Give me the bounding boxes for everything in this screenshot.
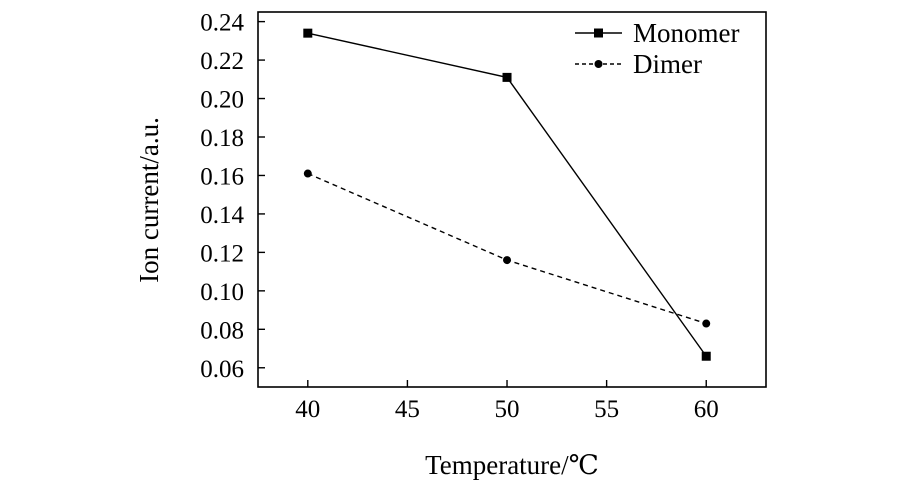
y-tick-label: 0.12	[200, 240, 244, 267]
dimer-series-line	[307, 172, 707, 325]
legend-marker-monomer	[594, 28, 603, 38]
x-tick-label: 55	[594, 396, 619, 423]
legend-label-dimer: Dimer	[633, 49, 702, 79]
y-tick-label: 0.22	[200, 48, 244, 75]
monomer-data-point	[303, 28, 313, 38]
y-tick-label: 0.14	[200, 202, 244, 229]
y-tick-label: 0.20	[200, 87, 244, 114]
x-tick-label: 40	[295, 396, 320, 423]
plot-frame	[257, 11, 767, 388]
y-tick-label: 0.10	[200, 279, 244, 306]
monomer-data-point	[701, 351, 711, 361]
legend-label-monomer: Monomer	[633, 18, 739, 48]
dimer-data-point	[503, 256, 512, 265]
legend-marker-dimer	[594, 60, 603, 68]
y-tick-label: 0.16	[200, 163, 244, 190]
x-tick-label: 60	[694, 396, 719, 423]
dimer-data-point	[303, 169, 312, 178]
y-tick-label: 0.08	[200, 317, 244, 344]
y-tick-label: 0.06	[200, 356, 244, 383]
x-axis-title: Temperature/℃	[425, 450, 599, 480]
y-axis-ticks: 0.06 0.08 0.10 0.12 0.14 0.16 0.18 0.20 0.22 0.24	[200, 10, 265, 383]
x-axis-ticks: 40 45 50 55 60	[295, 380, 719, 423]
y-axis-title: Ion current/a.u.	[134, 117, 164, 283]
dimer-data-point	[702, 319, 711, 328]
x-tick-label: 50	[495, 396, 520, 423]
y-tick-label: 0.18	[200, 125, 244, 152]
monomer-data-point	[502, 72, 512, 82]
series-layer	[303, 28, 711, 361]
y-tick-label: 0.24	[200, 10, 244, 37]
x-tick-label: 45	[395, 396, 420, 423]
